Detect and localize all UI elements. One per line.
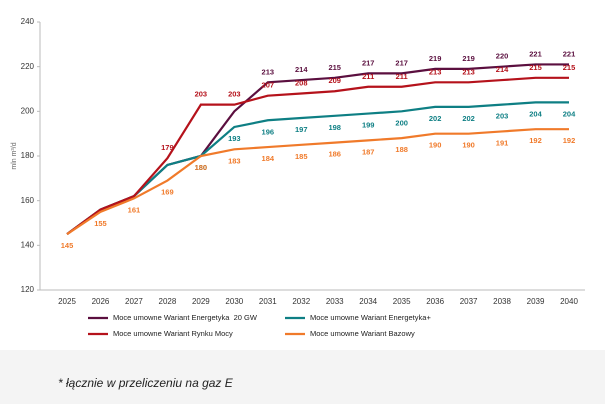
legend-label: Moce umowne Wariant Bazowy (310, 329, 415, 338)
data-label: 184 (262, 154, 275, 163)
data-label: 221 (529, 49, 542, 58)
data-label: 191 (496, 138, 509, 147)
data-label: 215 (328, 63, 341, 72)
data-label: 215 (563, 63, 576, 72)
y-tick-label: 180 (21, 151, 35, 160)
y-tick-label: 140 (21, 240, 35, 249)
series-line (66, 128, 569, 236)
data-label: 204 (529, 109, 542, 118)
x-tick-label: 2035 (393, 297, 411, 306)
data-label: 179 (161, 143, 174, 152)
data-label: 180 (195, 163, 208, 172)
data-label: 169 (161, 188, 174, 197)
data-label: 196 (262, 127, 275, 136)
data-label: 214 (496, 65, 509, 74)
data-label: 190 (462, 141, 475, 150)
data-label: 192 (563, 136, 576, 145)
data-label: 204 (563, 109, 576, 118)
data-label: 202 (462, 114, 475, 123)
x-tick-label: 2040 (560, 297, 578, 306)
data-label: 193 (228, 134, 241, 143)
data-label: 198 (328, 123, 341, 132)
data-label: 197 (295, 125, 308, 134)
data-label: 208 (295, 78, 308, 87)
data-label: 213 (462, 67, 475, 76)
data-label: 190 (429, 141, 442, 150)
footnote: * łącznie w przeliczeniu na gaz E (58, 376, 234, 390)
legend-label: Moce umowne Wariant Energetyka 20 GW (113, 313, 258, 322)
data-label: 187 (362, 147, 375, 156)
data-label: 211 (396, 72, 408, 81)
footer-band (0, 350, 605, 404)
data-label: 161 (128, 205, 141, 214)
x-tick-label: 2039 (527, 297, 545, 306)
data-label: 214 (295, 65, 308, 74)
x-tick-label: 2026 (92, 297, 110, 306)
legend-label: Moce umowne Wariant Rynku Mocy (113, 329, 233, 338)
y-tick-label: 120 (21, 285, 35, 294)
data-label: 213 (262, 67, 275, 76)
x-tick-label: 2033 (326, 297, 344, 306)
data-label: 186 (328, 150, 341, 159)
y-tick-label: 240 (21, 17, 35, 26)
data-label: 209 (328, 76, 341, 85)
y-tick-label: 220 (21, 62, 35, 71)
data-label: 183 (228, 156, 241, 165)
data-label: 200 (395, 118, 408, 127)
data-label: 217 (362, 58, 375, 67)
y-axis-label: mln m³/d (11, 142, 18, 169)
data-label: 203 (496, 112, 509, 121)
x-tick-label: 2031 (259, 297, 277, 306)
y-tick-label: 200 (21, 106, 35, 115)
x-tick-label: 2034 (359, 297, 377, 306)
x-tick-label: 2032 (292, 297, 310, 306)
data-label: 215 (529, 63, 542, 72)
data-label: 188 (395, 145, 408, 154)
data-label: 203 (195, 90, 208, 99)
data-label: 145 (61, 241, 74, 250)
data-label: 220 (496, 52, 509, 61)
legend-label: Moce umowne Wariant Energetyka+ (310, 313, 431, 322)
x-tick-label: 2038 (493, 297, 511, 306)
series-line (66, 101, 569, 236)
data-label: 185 (295, 152, 308, 161)
x-tick-label: 2037 (460, 297, 478, 306)
x-tick-label: 2025 (58, 297, 76, 306)
x-tick-label: 2030 (225, 297, 243, 306)
data-label: 219 (462, 54, 475, 63)
data-label: 207 (262, 81, 275, 90)
data-label: 211 (362, 72, 374, 81)
data-label: 217 (395, 58, 408, 67)
data-label: 199 (362, 121, 375, 130)
series-line (66, 76, 569, 236)
y-tick-label: 160 (21, 196, 35, 205)
x-tick-label: 2029 (192, 297, 210, 306)
data-label: 192 (529, 136, 542, 145)
data-label: 221 (563, 49, 576, 58)
data-label: 180 (195, 163, 208, 172)
data-label: 219 (429, 54, 442, 63)
x-tick-label: 2028 (159, 297, 177, 306)
x-tick-label: 2036 (426, 297, 444, 306)
data-label: 213 (429, 67, 442, 76)
data-label: 203 (228, 90, 241, 99)
data-label: 202 (429, 114, 442, 123)
data-label: 155 (94, 219, 107, 228)
x-tick-label: 2027 (125, 297, 143, 306)
series-line (66, 63, 569, 236)
